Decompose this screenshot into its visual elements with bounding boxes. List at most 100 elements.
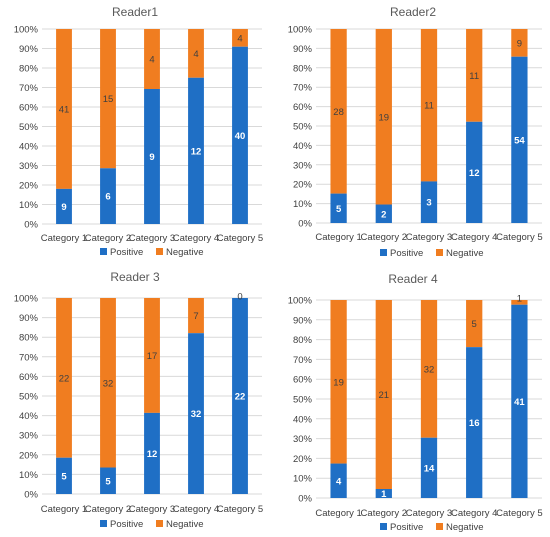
data-label-negative: 19 — [333, 377, 344, 388]
y-tick-label: 30% — [293, 434, 313, 445]
bar-segment-negative — [100, 298, 116, 468]
bar-segment-negative — [144, 29, 160, 89]
data-label-positive: 3 — [426, 198, 431, 209]
y-tick-label: 40% — [19, 142, 39, 153]
data-label-positive: 32 — [191, 409, 202, 420]
y-tick-label: 100% — [14, 294, 39, 305]
legend-label: Positive — [390, 522, 423, 533]
bar-segment-negative — [232, 29, 248, 47]
data-label-positive: 41 — [514, 397, 525, 408]
y-tick-label: 30% — [293, 160, 313, 171]
legend-label: Negative — [166, 519, 204, 530]
data-label-positive: 5 — [336, 204, 342, 215]
bar-segment-positive — [188, 333, 204, 494]
stacked-bar-chart: Reader2 0% 10% 20% 30% 40% 50% 60% 70% 80% 90% 100%… — [288, 5, 543, 259]
data-label-negative: 11 — [424, 101, 434, 112]
data-label-positive: 6 — [105, 192, 110, 203]
bar-segment-positive — [232, 298, 248, 494]
y-tick-label: 0% — [298, 219, 312, 230]
bar-segment-negative — [420, 300, 438, 438]
legend-label: Positive — [110, 247, 143, 258]
x-category-label: Category 4 — [451, 232, 497, 243]
data-label-positive: 22 — [235, 392, 246, 403]
data-label-positive: 16 — [469, 418, 480, 429]
x-category-label: Category 1 — [41, 233, 87, 244]
data-label-negative: 4 — [237, 33, 242, 44]
bar-segment-positive — [188, 77, 204, 224]
y-tick-label: 10% — [293, 199, 313, 210]
y-tick-label: 10% — [293, 474, 313, 485]
bar-segment-positive — [56, 188, 72, 224]
bar-segment-negative — [144, 298, 160, 413]
data-label-negative: 4 — [149, 55, 154, 66]
chart-title: Reader 4 — [388, 272, 438, 286]
legend-label: Positive — [110, 519, 143, 530]
x-category-label: Category 2 — [85, 504, 131, 515]
data-label-negative: 28 — [333, 107, 344, 118]
bar-segment-negative — [330, 29, 347, 194]
y-tick-label: 20% — [293, 180, 313, 191]
data-label-positive: 54 — [514, 135, 525, 146]
y-tick-label: 60% — [19, 103, 39, 114]
y-tick-label: 100% — [288, 25, 313, 36]
x-category-label: Category 5 — [217, 233, 263, 244]
legend-swatch — [100, 248, 107, 255]
y-tick-label: 60% — [19, 372, 39, 383]
chart-title: Reader2 — [390, 5, 436, 19]
bar-segment-positive — [144, 412, 160, 494]
y-tick-label: 50% — [19, 122, 39, 133]
data-label-negative: 32 — [424, 364, 435, 375]
y-tick-label: 30% — [19, 161, 39, 172]
chart-panel-reader3: Reader 3 0% 10% 20% 30% 40% 50% 60% 70% 80% 90% 100… — [0, 268, 270, 537]
data-label-negative: 41 — [59, 104, 70, 115]
data-label-negative: 15 — [103, 94, 114, 105]
y-tick-label: 10% — [19, 470, 39, 481]
x-category-label: Category 1 — [315, 508, 361, 519]
y-tick-label: 50% — [293, 122, 313, 133]
bar-segment-positive — [100, 168, 116, 224]
data-label-positive: 12 — [191, 146, 202, 157]
data-label-negative: 4 — [193, 49, 198, 60]
y-tick-label: 70% — [293, 355, 313, 366]
y-tick-label: 40% — [19, 411, 39, 422]
y-tick-label: 80% — [293, 63, 313, 74]
y-tick-label: 40% — [293, 414, 313, 425]
y-tick-label: 0% — [24, 490, 38, 501]
chart-panel-reader4: Reader 4 0% 10% 20% 30% 40% 50% 60% 70% 80% 90% 100… — [276, 268, 550, 537]
x-category-label: Category 4 — [173, 233, 219, 244]
y-tick-label: 50% — [293, 395, 313, 406]
data-label-positive: 12 — [147, 449, 158, 460]
y-tick-label: 90% — [19, 313, 39, 324]
bar-segment-positive — [330, 193, 347, 223]
bar-segment-negative — [56, 29, 72, 189]
y-tick-label: 30% — [19, 431, 39, 442]
bar-segment-positive — [466, 347, 483, 498]
bar-segment-positive — [420, 437, 438, 498]
bar-segment-negative — [100, 29, 116, 169]
y-tick-label: 80% — [293, 335, 313, 346]
x-category-label: Category 5 — [496, 508, 542, 519]
chart-panel-reader2: Reader2 0% 10% 20% 30% 40% 50% 60% 70% 80% 90% 100%… — [276, 0, 550, 265]
data-label-negative: 22 — [59, 373, 70, 384]
bar-segment-positive — [466, 121, 483, 223]
legend-label: Negative — [166, 247, 204, 258]
y-tick-label: 80% — [19, 333, 39, 344]
chart-title: Reader 3 — [110, 270, 160, 284]
legend-swatch — [380, 249, 387, 256]
data-label-negative: 5 — [472, 319, 477, 330]
bar-segment-negative — [511, 29, 528, 57]
data-label-negative: 1 — [517, 294, 522, 305]
y-tick-label: 70% — [19, 83, 39, 94]
data-label-positive: 12 — [469, 168, 480, 179]
bar-segment-positive — [420, 181, 438, 223]
data-label-positive: 2 — [381, 209, 386, 220]
bar-segment-positive — [375, 204, 392, 223]
data-label-negative: 9 — [517, 38, 522, 49]
chart-panel-reader1: Reader1 0% 10% 20% 30% 40% 50% 60% 70% 80% 90% 100%… — [0, 0, 270, 265]
data-label-negative: 32 — [103, 378, 114, 389]
data-label-negative: 19 — [379, 112, 390, 123]
data-label-negative: 21 — [379, 390, 390, 401]
legend-label: Negative — [446, 248, 484, 259]
bar-segment-positive — [100, 467, 116, 494]
data-label-positive: 14 — [424, 463, 435, 474]
